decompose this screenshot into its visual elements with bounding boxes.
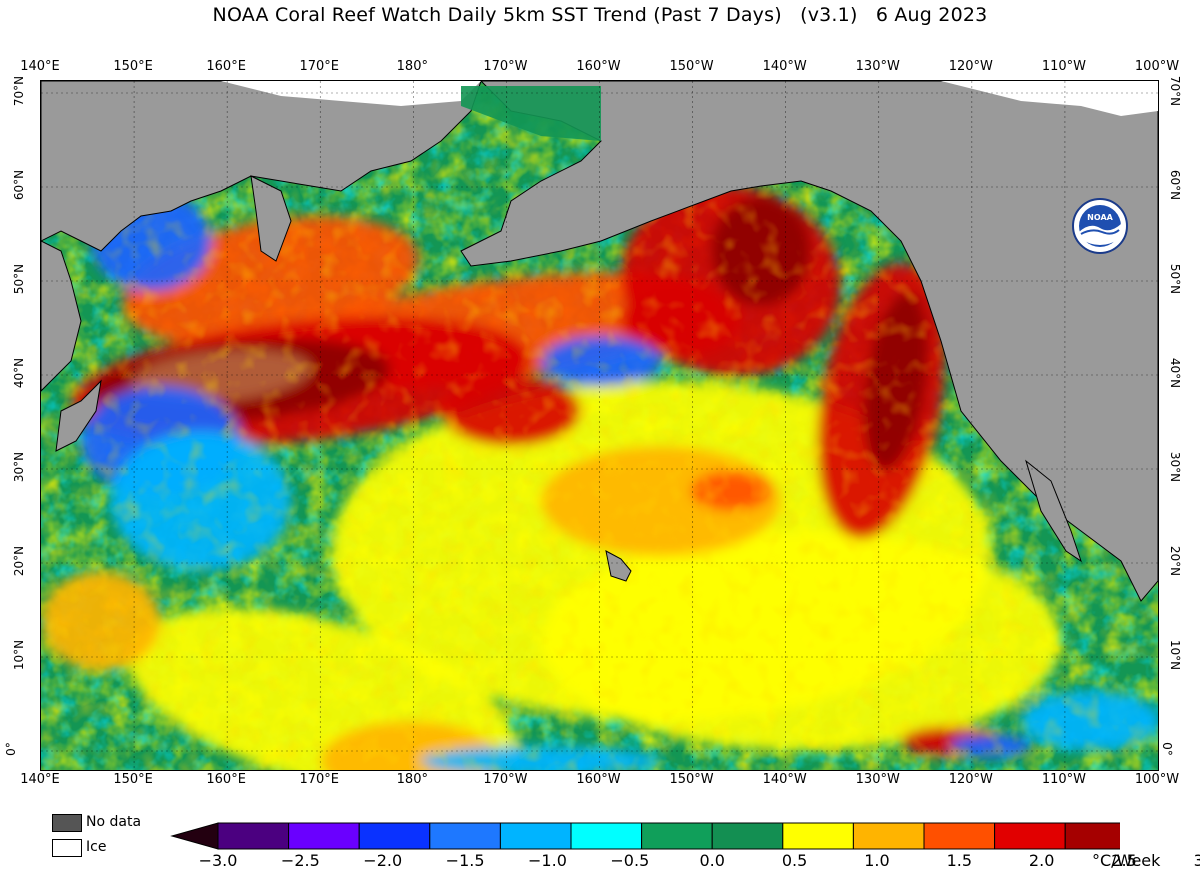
title-date: 6 Aug 2023: [875, 4, 988, 26]
colorbar-tick-label: 2.0: [1028, 851, 1055, 870]
latitude-label: 10°N: [1168, 639, 1183, 671]
hawaii-landmass: [605, 550, 632, 582]
latitude-label: 60°N: [1168, 169, 1183, 201]
longitude-label: 180°: [396, 772, 428, 787]
longitude-label: 140°E: [20, 59, 60, 74]
color-scale-unit: °C/Week: [1092, 851, 1161, 870]
colorbar-segment: [923, 822, 996, 850]
colorbar-tick-label: 0.0: [699, 851, 725, 870]
title-main: NOAA Coral Reef Watch Daily 5km SST Tren…: [212, 4, 782, 26]
latitude-label: 70°N: [12, 75, 27, 107]
colorbar-segment: [499, 822, 572, 850]
longitude-label: 160°W: [576, 59, 621, 74]
colorbar-segment: [782, 822, 854, 850]
colorbar-tick-label: −2.5: [280, 851, 320, 870]
landmass: [460, 81, 1158, 602]
landmass: [55, 379, 102, 452]
longitude-label: 120°W: [948, 59, 993, 74]
colorbar-segment: [358, 822, 431, 850]
latitude-label: 30°N: [12, 451, 27, 483]
colorbar-segment: [1064, 822, 1120, 850]
latitude-label: 50°N: [12, 263, 27, 295]
colorbar-segment: [641, 822, 713, 850]
landmass: [1025, 459, 1082, 563]
landmass: [250, 175, 292, 262]
longitude-label: 130°W: [855, 59, 900, 74]
longitude-label: 120°W: [948, 772, 993, 787]
colorbar-segment: [852, 822, 925, 850]
colorbar-segment: [288, 822, 360, 850]
ice-region: [941, 81, 1158, 116]
latitude-label: 0°: [3, 742, 18, 756]
colorbar-segment: [570, 822, 643, 850]
colorbar-segment: [217, 822, 290, 850]
latitude-label: 10°N: [12, 639, 27, 671]
colorbar-segment: [429, 822, 501, 850]
latitude-label: 20°N: [1168, 545, 1183, 577]
ice-region: [221, 81, 481, 106]
longitude-label: 170°W: [483, 59, 528, 74]
longitude-label: 140°W: [762, 772, 807, 787]
colorbar-tick-label: −2.0: [363, 851, 403, 870]
longitude-label: 140°W: [762, 59, 807, 74]
longitude-label: 150°W: [669, 772, 714, 787]
svg-text:NOAA: NOAA: [1087, 213, 1113, 222]
map-title: NOAA Coral Reef Watch Daily 5km SST Tren…: [0, 4, 1200, 26]
ice-swatch: [52, 839, 82, 857]
landmass: [41, 240, 82, 392]
latitude-label: 60°N: [12, 169, 27, 201]
no-data-swatch: [52, 814, 82, 832]
longitude-label: 130°W: [855, 772, 900, 787]
longitude-label: 170°E: [299, 59, 340, 74]
longitude-label: 160°E: [206, 59, 246, 74]
longitude-label: 170°E: [299, 772, 340, 787]
latitude-label: 20°N: [12, 545, 27, 577]
map-canvas: [41, 81, 1158, 770]
longitude-label: 170°W: [483, 772, 528, 787]
latitude-label: 40°N: [1168, 357, 1183, 389]
longitude-label: 150°E: [113, 59, 153, 74]
no-data-label: No data: [86, 814, 142, 830]
colorbar-low-arrow: [170, 822, 219, 850]
longitude-label: 110°W: [1041, 772, 1086, 787]
longitude-label: 160°E: [206, 772, 246, 787]
graticule: [41, 81, 1158, 770]
colorbar-tick-label: −0.5: [610, 851, 650, 870]
latitude-label: 70°N: [1168, 75, 1183, 107]
colorbar-tick-label: 1.5: [946, 851, 973, 870]
ice-label: Ice: [86, 839, 107, 855]
colorbar-tick-label: −1.0: [528, 851, 567, 870]
latitude-label: 0°: [1159, 742, 1174, 756]
colorbar-tick-label: 3.0: [1193, 851, 1200, 870]
noaa-logo-icon: NOAA: [1072, 198, 1128, 254]
latitude-label: 50°N: [1168, 263, 1183, 295]
longitude-label: 180°: [396, 59, 428, 74]
colorbar-tick-label: 1.0: [864, 851, 890, 870]
latitude-label: 30°N: [1168, 451, 1183, 483]
landmass: [41, 81, 482, 252]
colorbar-segment: [994, 822, 1066, 850]
arctic-water: [461, 86, 601, 141]
longitude-label: 150°W: [669, 59, 714, 74]
title-version: (v3.1): [800, 4, 858, 26]
longitude-label: 150°E: [113, 772, 153, 787]
longitude-label: 100°W: [1134, 772, 1180, 787]
colorbar-segment: [711, 822, 784, 850]
sst-trend-map: [40, 80, 1159, 771]
colorbar-tick-label: 0.5: [781, 851, 808, 870]
longitude-label: 160°W: [576, 772, 621, 787]
longitude-label: 140°E: [20, 772, 60, 787]
colorbar-tick-label: −1.5: [445, 851, 485, 870]
colorbar-tick-label: −3.0: [198, 851, 238, 870]
colorbar-tick-label: 2.5: [1111, 851, 1137, 870]
latitude-label: 40°N: [12, 357, 27, 389]
land-layer: [41, 81, 1158, 602]
longitude-label: 110°W: [1041, 59, 1086, 74]
longitude-label: 100°W: [1134, 59, 1180, 74]
color-scale-bar: [170, 822, 1120, 850]
